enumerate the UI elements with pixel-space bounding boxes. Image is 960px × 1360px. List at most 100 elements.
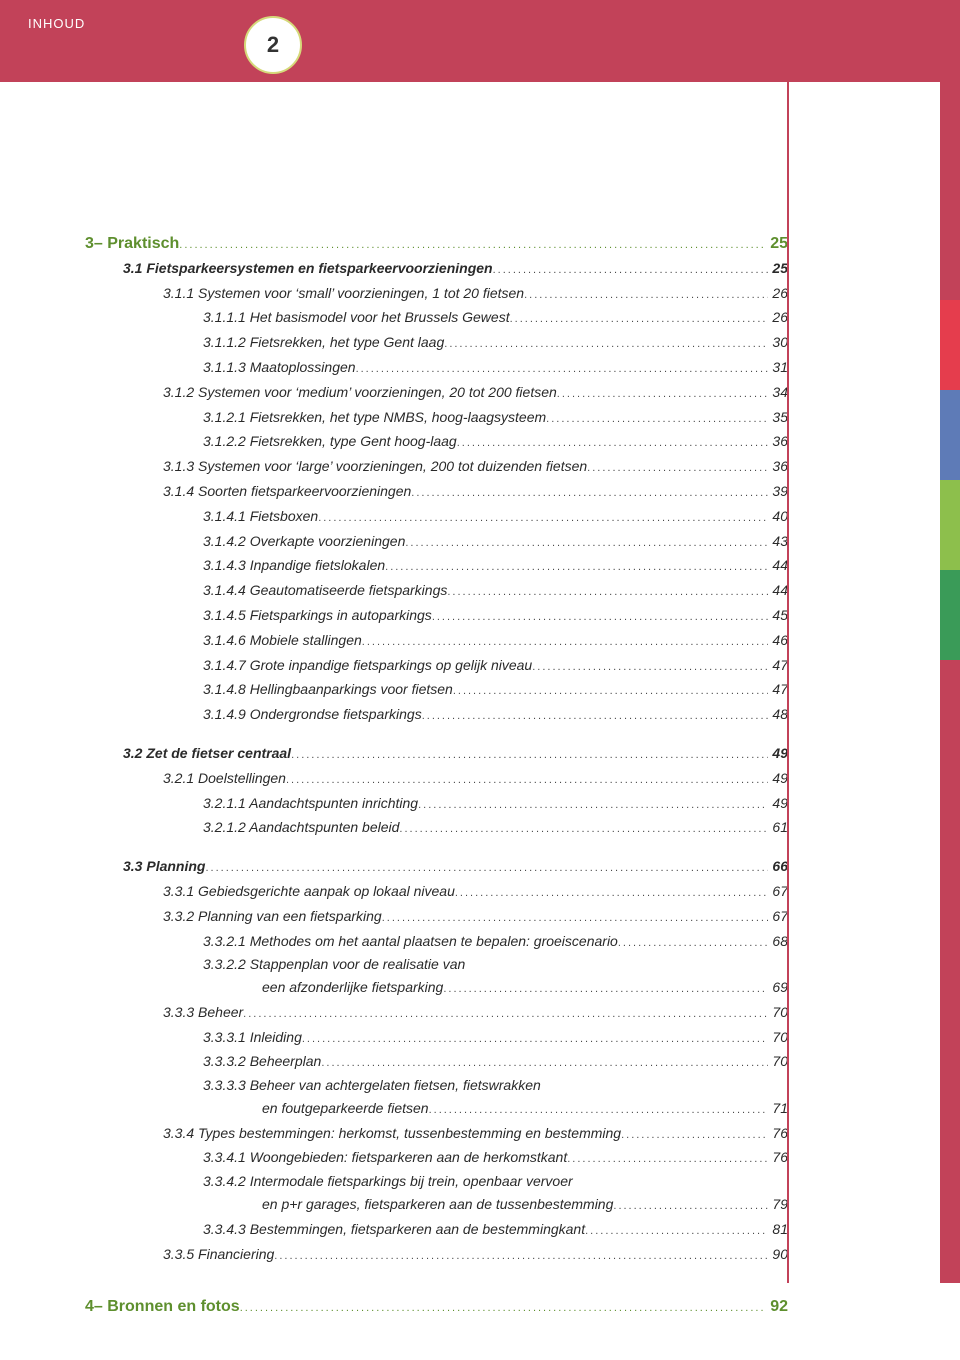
toc-leader-dots	[240, 1295, 767, 1320]
toc-entry: 3.1.1.3 Maatoplossingen31	[85, 356, 788, 381]
toc-label: 3.2 Zet de fietser centraal	[123, 743, 291, 765]
toc-label: 4– Bronnen en fotos	[85, 1295, 240, 1320]
toc-leader-dots	[618, 930, 769, 955]
toc-entry-multiline: 3.3.4.2 Intermodale fietsparkings bij tr…	[85, 1171, 788, 1193]
toc-leader-dots	[587, 455, 768, 480]
page-badge-number: 2	[267, 32, 279, 58]
toc-leader-dots	[455, 880, 769, 905]
toc-spacer	[85, 728, 788, 742]
toc-spacer	[85, 1281, 788, 1295]
toc-entry: 3.3.3 Beheer70	[85, 1001, 788, 1026]
toc-page-number: 48	[768, 704, 788, 726]
toc-page-number: 43	[768, 531, 788, 553]
toc-label: 3.1.4 Soorten fietsparkeervoorzieningen	[163, 481, 411, 503]
toc-leader-dots	[405, 530, 768, 555]
toc-entry: 3.3.2.1 Methodes om het aantal plaatsen …	[85, 930, 788, 955]
toc-entry: 3.2.1 Doelstellingen49	[85, 767, 788, 792]
toc-entry: 4– Bronnen en fotos92	[85, 1295, 788, 1320]
toc-label: en p+r garages, fietsparkeren aan de tus…	[262, 1194, 613, 1216]
toc-page-number: 25	[768, 258, 788, 280]
toc-spacer	[85, 1267, 788, 1281]
toc-label: 3.1.4.4 Geautomatiseerde fietsparkings	[203, 580, 447, 602]
toc-leader-dots	[432, 604, 769, 629]
toc-label: 3.3.1 Gebiedsgerichte aanpak op lokaal n…	[163, 881, 455, 903]
toc-entry: 3.2.1.1 Aandachtspunten inrichting49	[85, 792, 788, 817]
toc-label: 3.3.3.1 Inleiding	[203, 1027, 302, 1049]
toc-entry: 3.1.2.1 Fietsrekken, het type NMBS, hoog…	[85, 406, 788, 431]
toc-leader-dots	[613, 1193, 768, 1218]
toc-page-number: 36	[768, 456, 788, 478]
toc-leader-dots	[286, 767, 768, 792]
toc-page-number: 76	[768, 1147, 788, 1169]
toc-leader-dots	[418, 792, 768, 817]
toc-leader-dots	[585, 1218, 768, 1243]
toc-page-number: 69	[768, 977, 788, 999]
toc-leader-dots	[453, 678, 769, 703]
side-tab-3	[940, 480, 960, 570]
vertical-rule-thick	[940, 82, 960, 1283]
toc-page-number: 47	[768, 655, 788, 677]
toc-entry: 3.1.4.9 Ondergrondse fietsparkings48	[85, 703, 788, 728]
toc-label: 3.1.1 Systemen voor ‘small’ voorzieninge…	[163, 283, 524, 305]
toc-leader-dots	[447, 579, 768, 604]
toc-label: 3.1.2.1 Fietsrekken, het type NMBS, hoog…	[203, 407, 546, 429]
toc-entry: 3.3 Planning66	[85, 855, 788, 880]
toc-entry: 3.1.1.1 Het basismodel voor het Brussels…	[85, 306, 788, 331]
toc-page-number: 70	[768, 1027, 788, 1049]
toc-page-number: 81	[768, 1219, 788, 1241]
toc-leader-dots	[179, 232, 766, 257]
toc-leader-dots	[399, 816, 768, 841]
toc-page-number: 66	[768, 856, 788, 878]
toc-leader-dots	[385, 554, 768, 579]
toc-leader-dots	[510, 306, 769, 331]
toc-entry: 3.2.1.2 Aandachtspunten beleid61	[85, 816, 788, 841]
toc-page-number: 49	[768, 793, 788, 815]
toc-label: 3.1.4.5 Fietsparkings in autoparkings	[203, 605, 432, 627]
toc-label: 3.2.1.2 Aandachtspunten beleid	[203, 817, 399, 839]
toc-entry: 3.3.1 Gebiedsgerichte aanpak op lokaal n…	[85, 880, 788, 905]
header-bar: INHOUD	[0, 0, 960, 82]
toc-page-number: 26	[768, 283, 788, 305]
toc-page-number: 90	[768, 1244, 788, 1266]
toc-leader-dots	[302, 1026, 769, 1051]
toc-leader-dots	[457, 430, 769, 455]
toc-leader-dots	[532, 654, 768, 679]
toc-entry: 3.3.4.1 Woongebieden: fietsparkeren aan …	[85, 1146, 788, 1171]
toc-leader-dots	[205, 855, 768, 880]
toc-page-number: 25	[766, 232, 788, 257]
toc-page-number: 34	[768, 382, 788, 404]
toc-entry: 3.3.4.3 Bestemmingen, fietsparkeren aan …	[85, 1218, 788, 1243]
toc-label: 3.3.4.1 Woongebieden: fietsparkeren aan …	[203, 1147, 567, 1169]
toc-leader-dots	[524, 282, 768, 307]
toc-leader-dots	[362, 629, 769, 654]
toc-leader-dots	[411, 480, 768, 505]
header-label: INHOUD	[28, 16, 85, 31]
toc-entry: 3.3.3.2 Beheerplan 70	[85, 1050, 788, 1075]
toc-entry: een afzonderlijke fietsparking69	[85, 976, 788, 1001]
toc-entry: 3.1.4 Soorten fietsparkeervoorzieningen3…	[85, 480, 788, 505]
side-tab-2	[940, 390, 960, 480]
toc-label: 3.3.2 Planning van een fietsparking	[163, 906, 382, 928]
toc-label: 3.1.1.2 Fietsrekken, het type Gent laag	[203, 332, 444, 354]
toc-label: 3– Praktisch	[85, 232, 179, 257]
toc-label: 3.3.3.2 Beheerplan	[203, 1051, 321, 1073]
toc-label: 3.1.1.1 Het basismodel voor het Brussels…	[203, 307, 510, 329]
toc-label: 3.1.4.8 Hellingbaanparkings voor fietsen	[203, 679, 453, 701]
toc-page-number: 70	[768, 1051, 788, 1073]
toc-leader-dots	[321, 1050, 768, 1075]
toc-page-number: 76	[768, 1123, 788, 1145]
toc-entry-multiline: 3.3.2.2 Stappenplan voor de realisatie v…	[85, 954, 788, 976]
toc-leader-dots	[557, 381, 769, 406]
page-badge: 2	[244, 16, 302, 74]
toc-page-number: 31	[768, 357, 788, 379]
toc-leader-dots	[422, 703, 769, 728]
toc-entry: en foutgeparkeerde fietsen71	[85, 1097, 788, 1122]
toc-entry: 3.1.4.6 Mobiele stallingen46	[85, 629, 788, 654]
toc-page-number: 45	[768, 605, 788, 627]
toc-label: 3.3.5 Financiering	[163, 1244, 274, 1266]
toc-page-number: 35	[768, 407, 788, 429]
toc-leader-dots	[493, 257, 769, 282]
toc-leader-dots	[274, 1243, 768, 1268]
toc-entry: 3.1.2.2 Fietsrekken, type Gent hoog-laag…	[85, 430, 788, 455]
toc-page-number: 47	[768, 679, 788, 701]
